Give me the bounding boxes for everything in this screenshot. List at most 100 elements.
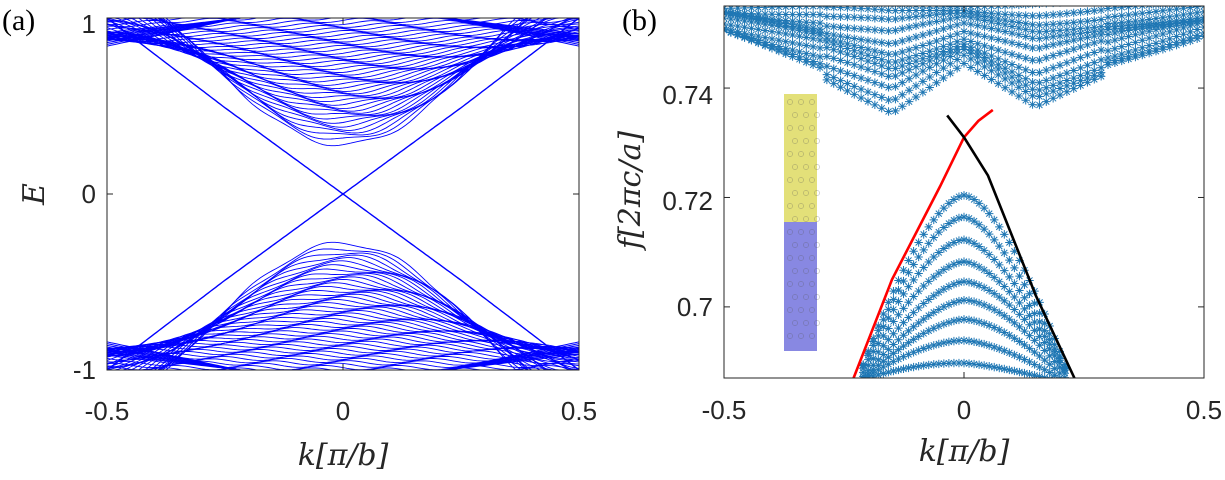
- upper-band-point: [802, 22, 811, 32]
- inset-hole: [792, 242, 798, 248]
- upper-band-point: [1042, 11, 1051, 20]
- upper-band-point: [1069, 18, 1078, 27]
- upper-band-point: [843, 12, 852, 22]
- upper-band-point: [1042, 76, 1051, 85]
- lower-bulk-band: [106, 350, 580, 360]
- inset-hole: [814, 320, 820, 326]
- upper-band-point: [946, 44, 955, 54]
- upper-band-point: [1192, 8, 1202, 17]
- upper-band-point: [802, 33, 811, 42]
- upper-band-point: [1055, 26, 1065, 35]
- upper-band-point: [884, 50, 893, 59]
- upper-band-point: [760, 26, 770, 35]
- inset-hole: [814, 138, 820, 144]
- upper-band-point: [1096, 15, 1106, 24]
- upper-band-point: [891, 26, 900, 35]
- upper-band-point: [1070, 0, 1078, 6]
- upper-band-point: [1029, 6, 1036, 9]
- panel-a-ticks: [106, 17, 580, 371]
- upper-band-point: [768, 0, 776, 5]
- upper-band-point: [1103, 46, 1113, 56]
- lower-band-point: [879, 350, 888, 359]
- lower-bulk-band: [106, 348, 580, 358]
- panel-b-xtick-label: -0.5: [702, 395, 747, 425]
- upper-band-point: [911, 51, 921, 60]
- upper-band-point: [1096, 22, 1106, 31]
- upper-band-point: [760, 33, 770, 42]
- lower-band-point: [1005, 314, 1014, 324]
- upper-band-point: [1131, 50, 1140, 60]
- lower-band-point: [995, 260, 1004, 270]
- upper-band-point: [885, 6, 892, 8]
- upper-band-point: [1131, 16, 1140, 26]
- upper-band-point: [863, 13, 873, 23]
- lower-band-point: [1045, 329, 1054, 338]
- inset-hole: [798, 177, 804, 183]
- upper-band-point: [843, 69, 852, 78]
- lower-band-point: [914, 318, 923, 328]
- upper-band-point: [843, 23, 852, 33]
- upper-band-point: [843, 58, 852, 67]
- upper-band-point: [1000, 36, 1010, 46]
- lower-band-point: [919, 245, 928, 255]
- upper-band-point: [1179, 0, 1187, 6]
- upper-band-point: [891, 106, 900, 116]
- panel-b-ytick-label: 0.7: [677, 292, 713, 322]
- inset-hole: [787, 177, 793, 183]
- upper-band-point: [1048, 63, 1058, 72]
- upper-band-point: [904, 74, 914, 83]
- lower-band-point: [964, 359, 974, 368]
- upper-band-point: [1138, 28, 1147, 38]
- upper-band-point: [1090, 27, 1099, 36]
- upper-band-point: [1042, 42, 1051, 51]
- upper-band-point: [870, 37, 880, 46]
- upper-band-point: [1014, 76, 1024, 86]
- upper-band-point: [1138, 16, 1147, 25]
- lower-band-point: [985, 341, 994, 350]
- upper-band-point: [1028, 11, 1037, 21]
- lower-band-point: [874, 321, 883, 331]
- upper-band-point: [774, 6, 784, 12]
- upper-band-point: [1124, 17, 1133, 26]
- lower-band-point: [874, 370, 883, 378]
- upper-band-point: [761, 0, 769, 5]
- upper-band-point: [1007, 10, 1017, 20]
- lower-band-point: [909, 348, 918, 357]
- upper-band-point: [836, 23, 845, 32]
- lower-band-point: [1051, 375, 1059, 378]
- upper-band-point: [994, 25, 1003, 35]
- upper-band-point: [1090, 38, 1099, 48]
- inset-hole: [798, 99, 804, 105]
- lower-band-point: [909, 322, 918, 331]
- upper-band-point: [754, 36, 763, 45]
- upper-band-point: [932, 6, 941, 15]
- upper-band-point: [1110, 18, 1120, 28]
- lower-band-point: [1050, 340, 1059, 349]
- lower-band-point: [995, 222, 1004, 232]
- upper-band-point: [1124, 52, 1133, 61]
- lower-band-point: [929, 308, 938, 317]
- panel-b-data: [724, 0, 1204, 387]
- upper-band-point: [754, 0, 762, 5]
- lower-band-point: [939, 265, 949, 274]
- upper-band-point: [1035, 92, 1044, 101]
- inset-hole: [803, 242, 809, 248]
- upper-band-point: [795, 0, 803, 4]
- lower-band-point: [899, 379, 907, 387]
- lower-band-point: [894, 335, 903, 345]
- upper-band-point: [1111, 0, 1119, 4]
- upper-band-point: [1083, 33, 1092, 42]
- lower-band-point: [939, 284, 949, 294]
- inset-hole: [809, 125, 815, 131]
- upper-band-point: [870, 6, 880, 14]
- inset-hole: [803, 190, 809, 196]
- lower-band-point: [974, 360, 984, 369]
- lower-band-point: [985, 321, 994, 330]
- lower-band-point: [949, 260, 959, 269]
- lower-band-point: [949, 216, 959, 225]
- lower-band-point: [959, 358, 969, 368]
- upper-band-point: [863, 6, 873, 14]
- upper-band-point: [898, 78, 907, 87]
- upper-band-point: [1131, 0, 1139, 4]
- upper-band-point: [1048, 86, 1058, 96]
